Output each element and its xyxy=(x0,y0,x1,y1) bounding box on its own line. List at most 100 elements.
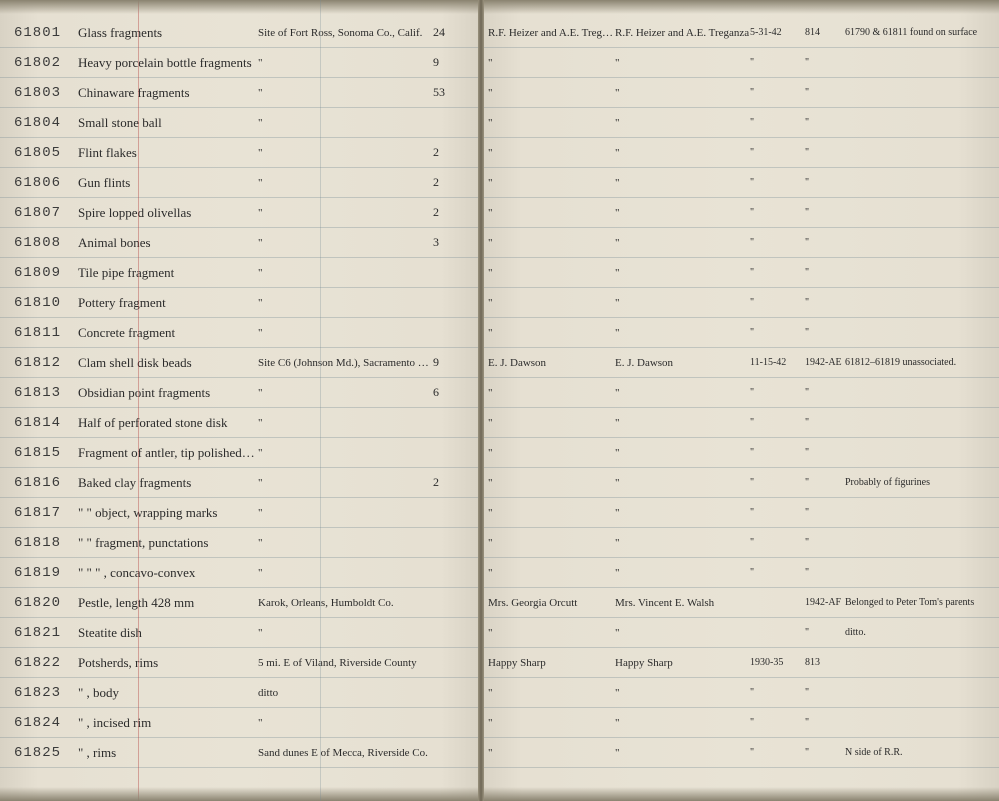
site-locality: ditto xyxy=(258,687,433,699)
site-locality: " xyxy=(258,297,433,309)
donor: " xyxy=(615,267,750,279)
collector: " xyxy=(480,447,615,459)
accession: " xyxy=(805,237,845,248)
collector: " xyxy=(480,207,615,219)
donor: " xyxy=(615,147,750,159)
collector: " xyxy=(480,177,615,189)
site-locality: " xyxy=(258,177,433,189)
site-locality: " xyxy=(258,327,433,339)
donor: " xyxy=(615,387,750,399)
ledger-row: 61804Small stone ball" xyxy=(0,108,479,138)
collector: " xyxy=(480,537,615,549)
accession: " xyxy=(805,327,845,338)
donor: " xyxy=(615,207,750,219)
ledger-row: """" xyxy=(480,528,999,558)
catalog-id: 61824 xyxy=(0,715,78,731)
ledger-row: """" xyxy=(480,228,999,258)
site-locality: Site of Fort Ross, Sonoma Co., Calif. xyxy=(258,27,433,39)
collector: " xyxy=(480,717,615,729)
catalog-id: 61822 xyxy=(0,655,78,671)
ledger-row: """" xyxy=(480,408,999,438)
ledger-row: 61803Chinaware fragments"53 xyxy=(0,78,479,108)
item-description: " " fragment, punctations xyxy=(78,535,258,551)
ledger-row: 61805Flint flakes"2 xyxy=(0,138,479,168)
catalog-id: 61807 xyxy=(0,205,78,221)
accession: 1942-AF xyxy=(805,597,845,608)
collector: " xyxy=(480,147,615,159)
item-description: Clam shell disk beads xyxy=(78,355,258,371)
remarks: 61812–61819 unassociated. xyxy=(845,357,990,368)
date: " xyxy=(750,237,805,248)
ledger-row: 61813Obsidian point fragments"6 xyxy=(0,378,479,408)
site-locality: " xyxy=(258,447,433,459)
ledger-row: 61807Spire lopped olivellas"2 xyxy=(0,198,479,228)
item-description: Steatite dish xyxy=(78,625,258,641)
donor: " xyxy=(615,177,750,189)
date: " xyxy=(750,327,805,338)
accession: 813 xyxy=(805,657,845,668)
item-description: Half of perforated stone disk xyxy=(78,415,258,431)
left-page: 61801Glass fragmentsSite of Fort Ross, S… xyxy=(0,0,480,801)
accession: " xyxy=(805,267,845,278)
donor: " xyxy=(615,627,750,639)
item-description: Pestle, length 428 mm xyxy=(78,595,258,611)
accession: " xyxy=(805,87,845,98)
donor: " xyxy=(615,297,750,309)
site-locality: " xyxy=(258,267,433,279)
collector: Mrs. Georgia Orcutt xyxy=(480,597,615,609)
remarks: 61790 & 61811 found on surface xyxy=(845,27,990,38)
ledger-row: 61817" " object, wrapping marks" xyxy=(0,498,479,528)
catalog-id: 61815 xyxy=(0,445,78,461)
ledger-row: 61801Glass fragmentsSite of Fort Ross, S… xyxy=(0,18,479,48)
ledger-row: Mrs. Georgia OrcuttMrs. Vincent E. Walsh… xyxy=(480,588,999,618)
ledger-row: """" xyxy=(480,288,999,318)
site-locality: " xyxy=(258,507,433,519)
page-edge xyxy=(0,0,479,14)
date: " xyxy=(750,747,805,758)
remarks: N side of R.R. xyxy=(845,747,990,758)
accession: " xyxy=(805,477,845,488)
collector: " xyxy=(480,267,615,279)
ledger-row: """" xyxy=(480,558,999,588)
ledger-row: """" xyxy=(480,108,999,138)
donor: " xyxy=(615,717,750,729)
date: " xyxy=(750,477,805,488)
site-locality: " xyxy=(258,417,433,429)
item-description: Concrete fragment xyxy=(78,325,258,341)
item-description: " , rims xyxy=(78,745,258,761)
quantity: 2 xyxy=(433,475,468,490)
site-locality: " xyxy=(258,117,433,129)
site-locality: 5 mi. E of Viland, Riverside County xyxy=(258,657,433,669)
date: " xyxy=(750,717,805,728)
quantity: 3 xyxy=(433,235,468,250)
ledger-row: E. J. DawsonE. J. Dawson11-15-421942-AE6… xyxy=(480,348,999,378)
ledger-row: 61818" " fragment, punctations" xyxy=(0,528,479,558)
accession: " xyxy=(805,207,845,218)
collector: " xyxy=(480,747,615,759)
date: " xyxy=(750,687,805,698)
catalog-id: 61801 xyxy=(0,25,78,41)
donor: E. J. Dawson xyxy=(615,357,750,369)
ledger-row: 61825" , rimsSand dunes E of Mecca, Rive… xyxy=(0,738,479,768)
ledger-row: 61821Steatite dish" xyxy=(0,618,479,648)
catalog-id: 61817 xyxy=(0,505,78,521)
ledger-row: 61806Gun flints"2 xyxy=(0,168,479,198)
item-description: Potsherds, rims xyxy=(78,655,258,671)
ledger-row: """" xyxy=(480,198,999,228)
collector: " xyxy=(480,627,615,639)
quantity: 9 xyxy=(433,55,468,70)
accession: " xyxy=(805,747,845,758)
ledger-row: 61811Concrete fragment" xyxy=(0,318,479,348)
catalog-id: 61810 xyxy=(0,295,78,311)
catalog-id: 61825 xyxy=(0,745,78,761)
date: " xyxy=(750,387,805,398)
collector: " xyxy=(480,417,615,429)
donor: " xyxy=(615,537,750,549)
site-locality: " xyxy=(258,147,433,159)
accession: " xyxy=(805,117,845,128)
site-locality: " xyxy=(258,567,433,579)
item-description: " , body xyxy=(78,685,258,701)
donor: " xyxy=(615,417,750,429)
page-edge xyxy=(480,0,999,14)
ledger-row: """" xyxy=(480,48,999,78)
